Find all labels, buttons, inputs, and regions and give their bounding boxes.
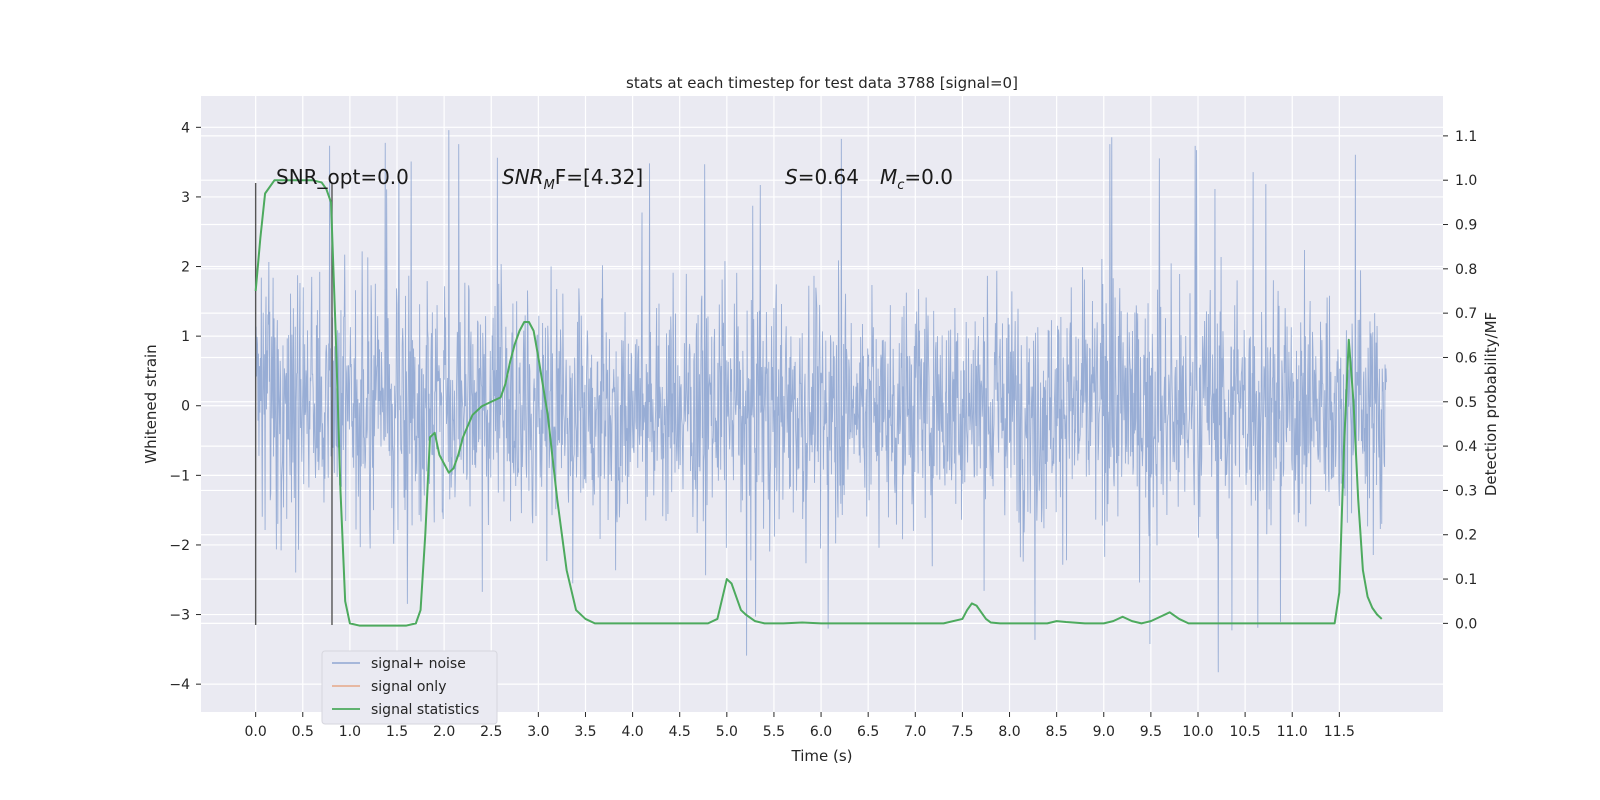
x-tick-label-2: 1.0 — [339, 724, 361, 740]
y-axis-label-left: Whitened strain — [142, 344, 160, 463]
x-tick-label-23: 11.5 — [1324, 724, 1355, 740]
y-right-tick-label-7: 0.4 — [1455, 439, 1477, 455]
x-tick-label-0: 0.0 — [245, 724, 267, 740]
annotation-snr-mf: SNRMF=[4.32] — [502, 165, 643, 193]
chart-title: stats at each timestep for test data 378… — [626, 74, 1018, 92]
x-tick-label-9: 4.5 — [669, 724, 691, 740]
x-tick-label-4: 2.0 — [433, 724, 455, 740]
y-axis-label-right: Detection probability/MF — [1482, 312, 1500, 496]
y-left-tick-label-5: −1 — [169, 468, 190, 484]
annotation-snr-opt: SNR_opt=0.0 — [276, 165, 409, 189]
x-tick-label-13: 6.5 — [857, 724, 879, 740]
x-tick-label-15: 7.5 — [951, 724, 973, 740]
signal-statistics-line — [254, 179, 1383, 627]
x-tick-label-17: 8.5 — [1046, 724, 1068, 740]
legend: signal+ noise signal only signal statist… — [321, 650, 498, 725]
y-left-tick-label-0: 4 — [181, 120, 190, 136]
series-signal-noise — [255, 130, 1387, 673]
x-tick-label-16: 8.0 — [998, 724, 1020, 740]
x-tick-label-11: 5.5 — [763, 724, 785, 740]
x-tick-label-8: 4.0 — [621, 724, 643, 740]
y-right-tick-label-1: 1.0 — [1455, 173, 1477, 189]
annotation-s: S=0.64 — [785, 165, 859, 189]
y-left-tick-label-3: 1 — [181, 329, 190, 345]
x-axis: 0.0 0.5 1.0 1.5 2.0 2.5 3.0 3.5 4.0 4.5 5.0 5.5 6.0 6… — [245, 712, 1355, 740]
y-right-tick-label-9: 0.2 — [1455, 528, 1477, 544]
x-tick-label-19: 9.5 — [1140, 724, 1162, 740]
x-tick-label-5: 2.5 — [480, 724, 502, 740]
y-right-tick-label-5: 0.6 — [1455, 350, 1477, 366]
x-tick-label-21: 10.5 — [1230, 724, 1261, 740]
x-tick-label-10: 5.0 — [716, 724, 738, 740]
y-left-tick-label-2: 2 — [181, 260, 190, 276]
x-tick-label-7: 3.5 — [574, 724, 596, 740]
y-left-tick-label-7: −3 — [169, 608, 190, 624]
legend-label-signal-noise: signal+ noise — [371, 656, 466, 672]
y-axis-right: 1.1 1.0 0.9 0.8 0.7 0.6 0.5 0.4 0.3 0.2 0.1 0.0 — [1443, 129, 1477, 632]
y-left-tick-label-8: −4 — [169, 677, 190, 693]
x-tick-label-6: 3.0 — [527, 724, 549, 740]
y-right-tick-label-8: 0.3 — [1455, 483, 1477, 499]
y-right-tick-label-3: 0.8 — [1455, 262, 1477, 278]
annotation-mc: Mc=0.0 — [880, 165, 953, 193]
y-right-tick-label-2: 0.9 — [1455, 218, 1477, 234]
x-tick-label-18: 9.0 — [1093, 724, 1115, 740]
x-tick-label-3: 1.5 — [386, 724, 408, 740]
x-tick-label-12: 6.0 — [810, 724, 832, 740]
x-tick-label-20: 10.0 — [1182, 724, 1213, 740]
x-tick-label-22: 11.0 — [1277, 724, 1308, 740]
y-right-tick-label-11: 0.0 — [1455, 616, 1477, 632]
legend-box — [321, 650, 498, 725]
y-left-tick-label-1: 3 — [181, 190, 190, 206]
x-tick-label-1: 0.5 — [292, 724, 314, 740]
signal-noise-line — [255, 130, 1387, 673]
y-right-tick-label-0: 1.1 — [1455, 129, 1477, 145]
y-axis-left: 4 3 2 1 0 −1 −2 −3 −4 — [169, 120, 201, 693]
y-left-tick-label-4: 0 — [181, 399, 190, 415]
legend-label-signal-statistics: signal statistics — [371, 702, 479, 718]
legend-label-signal-only: signal only — [371, 679, 446, 695]
x-tick-label-14: 7.0 — [904, 724, 926, 740]
y-right-tick-label-10: 0.1 — [1455, 572, 1477, 588]
y-right-tick-label-6: 0.5 — [1455, 395, 1477, 411]
y-right-tick-label-4: 0.7 — [1455, 306, 1477, 322]
series-signal-statistics — [254, 179, 1383, 627]
y-left-tick-label-6: −2 — [169, 538, 190, 554]
x-axis-label: Time (s) — [791, 747, 853, 765]
